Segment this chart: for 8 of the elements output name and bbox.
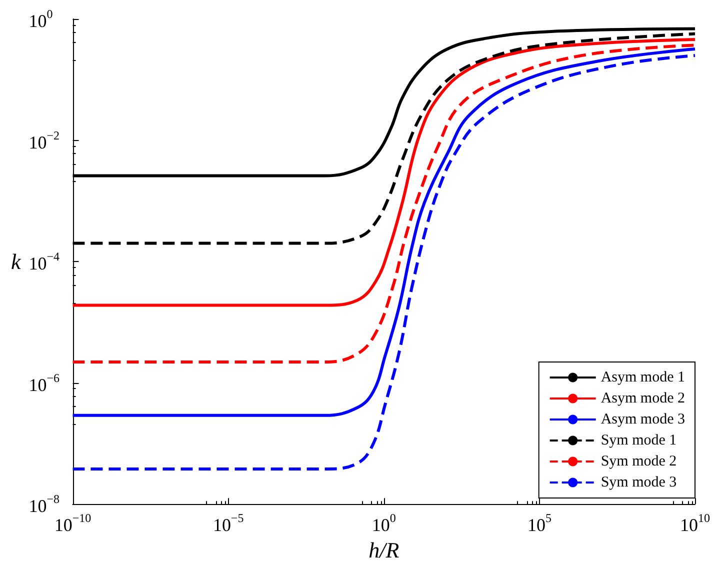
y-axis-title: k <box>11 249 22 274</box>
x-axis-title: h/R <box>368 538 400 562</box>
legend-label: Sym mode 2 <box>600 454 677 470</box>
legend-label: Sym mode 1 <box>600 432 677 448</box>
legend-label: Asym mode 1 <box>600 370 686 386</box>
legend-label: Asym mode 3 <box>600 412 686 428</box>
legend-label: Asym mode 2 <box>600 390 686 406</box>
legend-label: Sym mode 3 <box>600 474 677 490</box>
